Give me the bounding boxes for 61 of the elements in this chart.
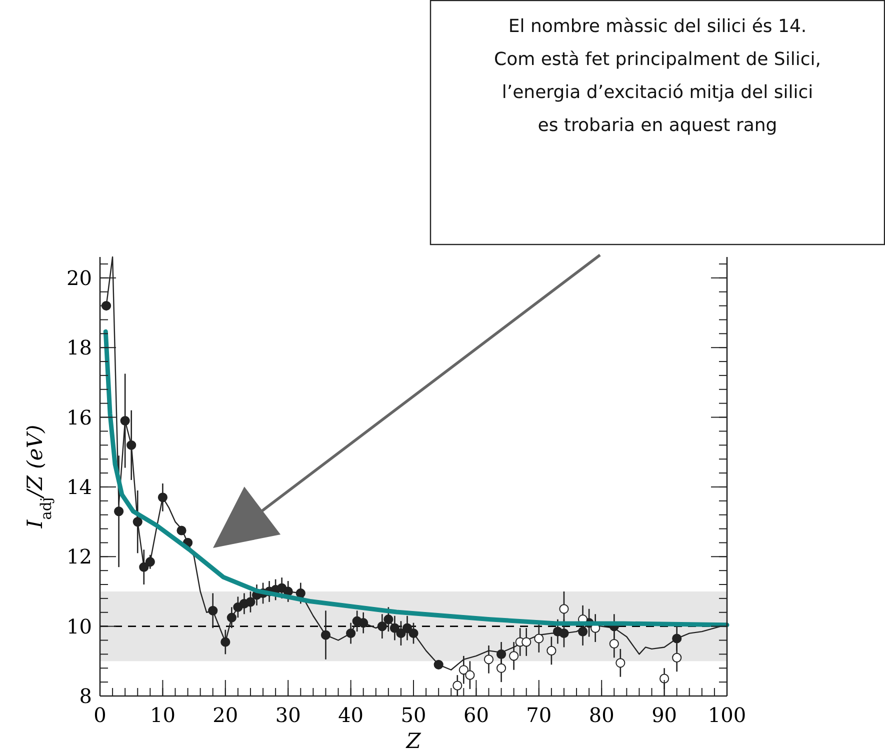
point	[616, 658, 626, 668]
x-tick-label: 40	[338, 703, 364, 727]
point	[320, 630, 331, 640]
point	[534, 634, 544, 644]
point	[396, 628, 406, 638]
point	[509, 651, 519, 661]
point	[559, 628, 569, 638]
y-tick-label: 18	[66, 336, 92, 360]
y-tick-label: 16	[66, 405, 92, 430]
point	[132, 516, 142, 527]
point	[139, 562, 149, 572]
point	[158, 492, 168, 502]
x-tick-label: 50	[400, 703, 426, 727]
x-tick-label: 30	[275, 703, 301, 727]
text: El nombre màssic del silici és 14. Com està fet principalment de Silici, l’energia d’excitació mitja del silici es trobaria en aquest rang	[493, 15, 822, 138]
point	[660, 674, 670, 684]
point	[384, 614, 394, 624]
point	[484, 654, 494, 664]
y-tick-label: 8	[79, 684, 92, 708]
point	[434, 660, 444, 670]
y-tick-label: 10	[66, 614, 92, 638]
point	[546, 646, 556, 656]
point	[496, 663, 506, 673]
y-tick-label: 14	[66, 474, 92, 499]
x-tick-label: 70	[526, 703, 552, 727]
point	[114, 506, 124, 516]
point	[522, 637, 532, 647]
x-tick-label: 20	[212, 703, 238, 727]
point	[496, 649, 506, 659]
x-tick-label: 0	[94, 703, 106, 727]
x-tick-label: 90	[652, 703, 678, 727]
point	[458, 665, 468, 675]
x-tick-label: 10	[150, 703, 176, 727]
point	[408, 628, 418, 638]
x-tick-label: 60	[463, 703, 489, 727]
point	[226, 612, 236, 622]
point	[208, 606, 218, 616]
point	[390, 623, 400, 633]
point	[296, 588, 306, 598]
y-tick-label: 12	[66, 544, 92, 569]
point	[452, 680, 462, 690]
point	[609, 638, 619, 649]
point	[465, 670, 475, 680]
point	[246, 597, 256, 607]
point	[559, 604, 569, 614]
line-series	[103, 329, 730, 628]
y-tick-label: 20	[66, 266, 92, 290]
point	[672, 652, 682, 662]
point	[358, 618, 368, 628]
point	[377, 622, 387, 632]
point	[220, 637, 230, 647]
x-axis-title: Z	[405, 729, 422, 753]
x-tick-label: 80	[588, 703, 614, 727]
point	[120, 416, 130, 426]
point	[672, 634, 682, 644]
point	[176, 526, 186, 536]
point	[402, 623, 412, 633]
x-tick-label: 100	[708, 703, 746, 727]
point	[145, 557, 155, 567]
point	[346, 628, 356, 638]
point	[126, 440, 136, 450]
